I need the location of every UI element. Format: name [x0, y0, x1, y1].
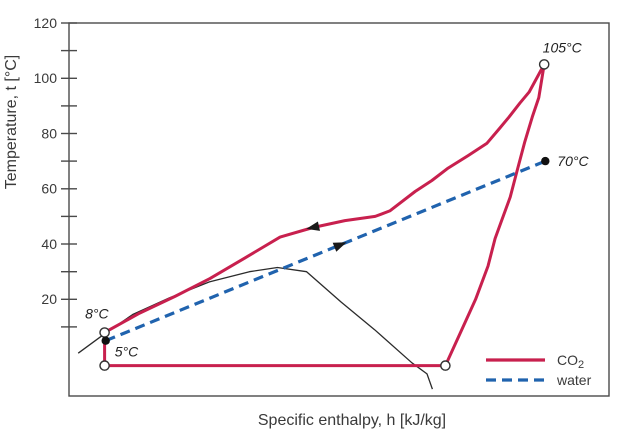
legend-water-label: water — [556, 372, 592, 388]
point-label-8c: 8°C — [85, 306, 109, 322]
water-state-point-marker — [101, 336, 110, 345]
y-axis-tick-label: 80 — [41, 125, 57, 141]
point-label-5c: 5°C — [115, 344, 139, 360]
x-axis-label: Specific enthalpy, h [kJ/kg] — [258, 412, 446, 429]
point-label-70c: 70°C — [557, 153, 589, 169]
saturation-dome-line — [77, 266, 434, 390]
y-axis-tick-label: 120 — [34, 15, 58, 31]
y-axis-tick-label: 60 — [41, 181, 57, 197]
flow-arrow-co2 — [306, 221, 320, 231]
co2-state-point-marker — [99, 327, 110, 338]
co2-state-point-marker — [99, 360, 110, 371]
plot-border — [68, 22, 610, 397]
co2-gas-cooling-line — [103, 62, 546, 334]
co2-state-point-marker — [440, 360, 451, 371]
water-line — [105, 159, 546, 343]
y-axis-tick-label: 100 — [34, 70, 58, 86]
point-label-105c: 105°C — [543, 39, 583, 55]
legend-co2-label: CO2 — [557, 352, 584, 371]
y-axis-tick-label: 20 — [41, 291, 57, 307]
water-state-point-marker — [541, 156, 550, 166]
y-axis-label: Temperature, t [°C] — [3, 55, 20, 189]
y-axis-tick-label: 40 — [41, 236, 57, 252]
flow-arrow-water — [332, 242, 347, 252]
co2-state-point-marker — [538, 59, 550, 70]
co2-compression-line — [443, 62, 546, 368]
